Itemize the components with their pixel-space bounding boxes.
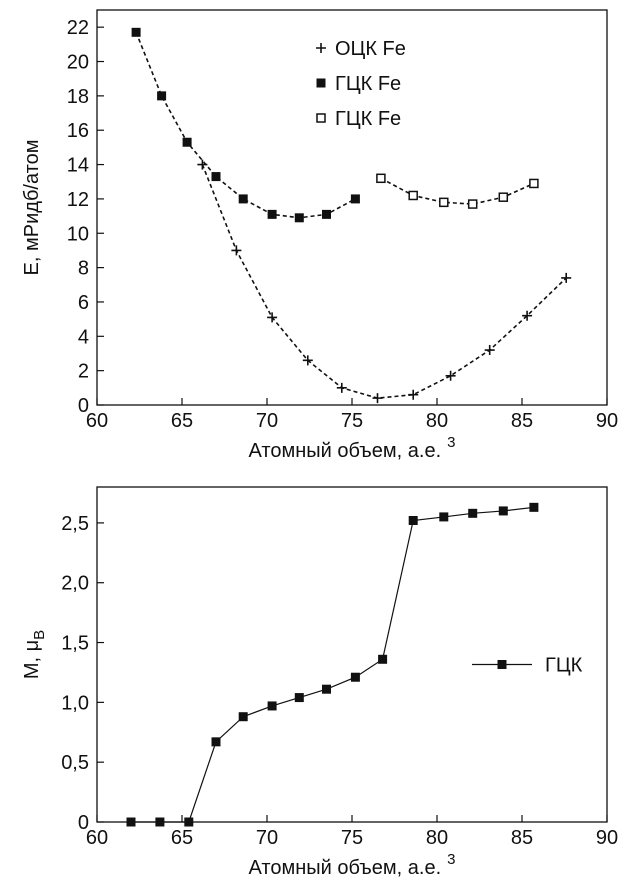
x-axis-label: Атомный объем, а.е. 3 [249,434,456,462]
x-axis-label-sup: 3 [447,434,455,451]
data-point [372,393,383,404]
x-tick-label: 90 [596,410,618,432]
data-point [445,370,456,381]
x-tick-label: 60 [86,827,108,849]
data-point [211,172,221,182]
y-tick-label: 4 [78,326,89,348]
x-axis-label: Атомный объем, а.е. 3 [249,851,456,879]
x-tick-label: 90 [596,827,618,849]
y-tick-label: 16 [67,120,89,142]
data-point [322,684,331,694]
data-point [529,502,539,512]
data-point [498,192,509,202]
data-point [336,382,347,393]
y-axis-label-sub: B [31,630,48,640]
legend-label: ОЦК Fe [335,38,406,60]
data-point [211,737,221,747]
y-axis-label-text: M, μ [21,640,43,679]
y-tick-label: 6 [78,292,89,314]
data-point [184,817,194,827]
legend-label: ГЦК [545,655,583,677]
y-tick-label: 0 [78,395,89,417]
y-axis-label: E, мРидб/атом [21,140,43,276]
y-tick-label: 0,5 [61,752,89,774]
data-point [468,508,478,518]
data-point [350,672,360,682]
y-tick-label: 2 [78,361,89,383]
y-tick-label: 0 [78,812,89,834]
data-point [231,245,242,256]
data-point [467,199,478,209]
data-point [529,178,539,189]
data-point [126,817,136,827]
legend-marker [316,113,326,123]
legend-label: ГЦК Fe [335,73,401,95]
data-point [302,355,313,366]
x-axis-label-text: Атомный объем, а.е. [249,857,442,879]
data-point [561,272,572,283]
y-tick-label: 14 [67,155,89,177]
x-tick-label: 70 [256,410,278,432]
y-tick-label: 1,0 [61,692,89,714]
data-point [408,516,418,525]
y-axis-label: M, μB [21,630,48,679]
y-tick-label: 12 [67,189,89,211]
data-point [157,91,167,101]
y-tick-label: 22 [67,17,89,39]
data-point [322,209,331,219]
data-point [155,817,165,827]
x-tick-label: 65 [171,827,193,849]
x-tick-label: 65 [171,410,193,432]
data-point [484,345,495,356]
data-point [350,194,360,204]
data-point [238,712,248,722]
y-tick-label: 18 [67,86,89,108]
y-tick-label: 8 [78,258,89,280]
data-point [267,209,277,219]
y-axis-label-text: E, мРидб/атом [21,140,43,276]
data-point [294,213,304,223]
y-tick-label: 2,5 [61,513,89,535]
x-tick-label: 75 [341,827,363,849]
data-point [408,389,419,400]
data-point [439,512,449,522]
data-point [408,190,418,201]
y-tick-label: 10 [67,223,89,245]
x-tick-label: 85 [511,827,533,849]
x-axis-label-text: Атомный объем, а.е. [249,440,442,462]
legend-label: ГЦК Fe [335,108,401,130]
x-tick-label: 85 [511,410,533,432]
y-tick-label: 1,5 [61,633,89,655]
plot-frame [96,486,608,823]
x-tick-label: 60 [86,410,108,432]
series-line [201,164,567,399]
data-point [522,310,533,321]
x-tick-label: 75 [341,410,363,432]
data-point [376,173,386,184]
data-point [378,654,388,664]
x-axis-label-sup: 3 [447,851,455,868]
data-point [267,312,278,323]
y-tick-label: 2,0 [61,573,89,595]
legend-marker [316,43,326,53]
legend-marker [316,78,326,88]
data-point [498,506,508,516]
data-point [439,197,449,208]
legend-marker [497,660,507,669]
data-point [267,701,277,711]
y-tick-label: 20 [67,52,89,74]
x-tick-label: 70 [256,827,278,849]
data-point [238,194,248,204]
x-tick-label: 80 [426,410,448,432]
series-line [380,177,535,205]
data-point [131,27,141,37]
data-point [182,137,192,147]
data-point [294,693,304,703]
plot-frame [96,9,608,406]
x-tick-label: 80 [426,827,448,849]
series-line [135,32,356,219]
